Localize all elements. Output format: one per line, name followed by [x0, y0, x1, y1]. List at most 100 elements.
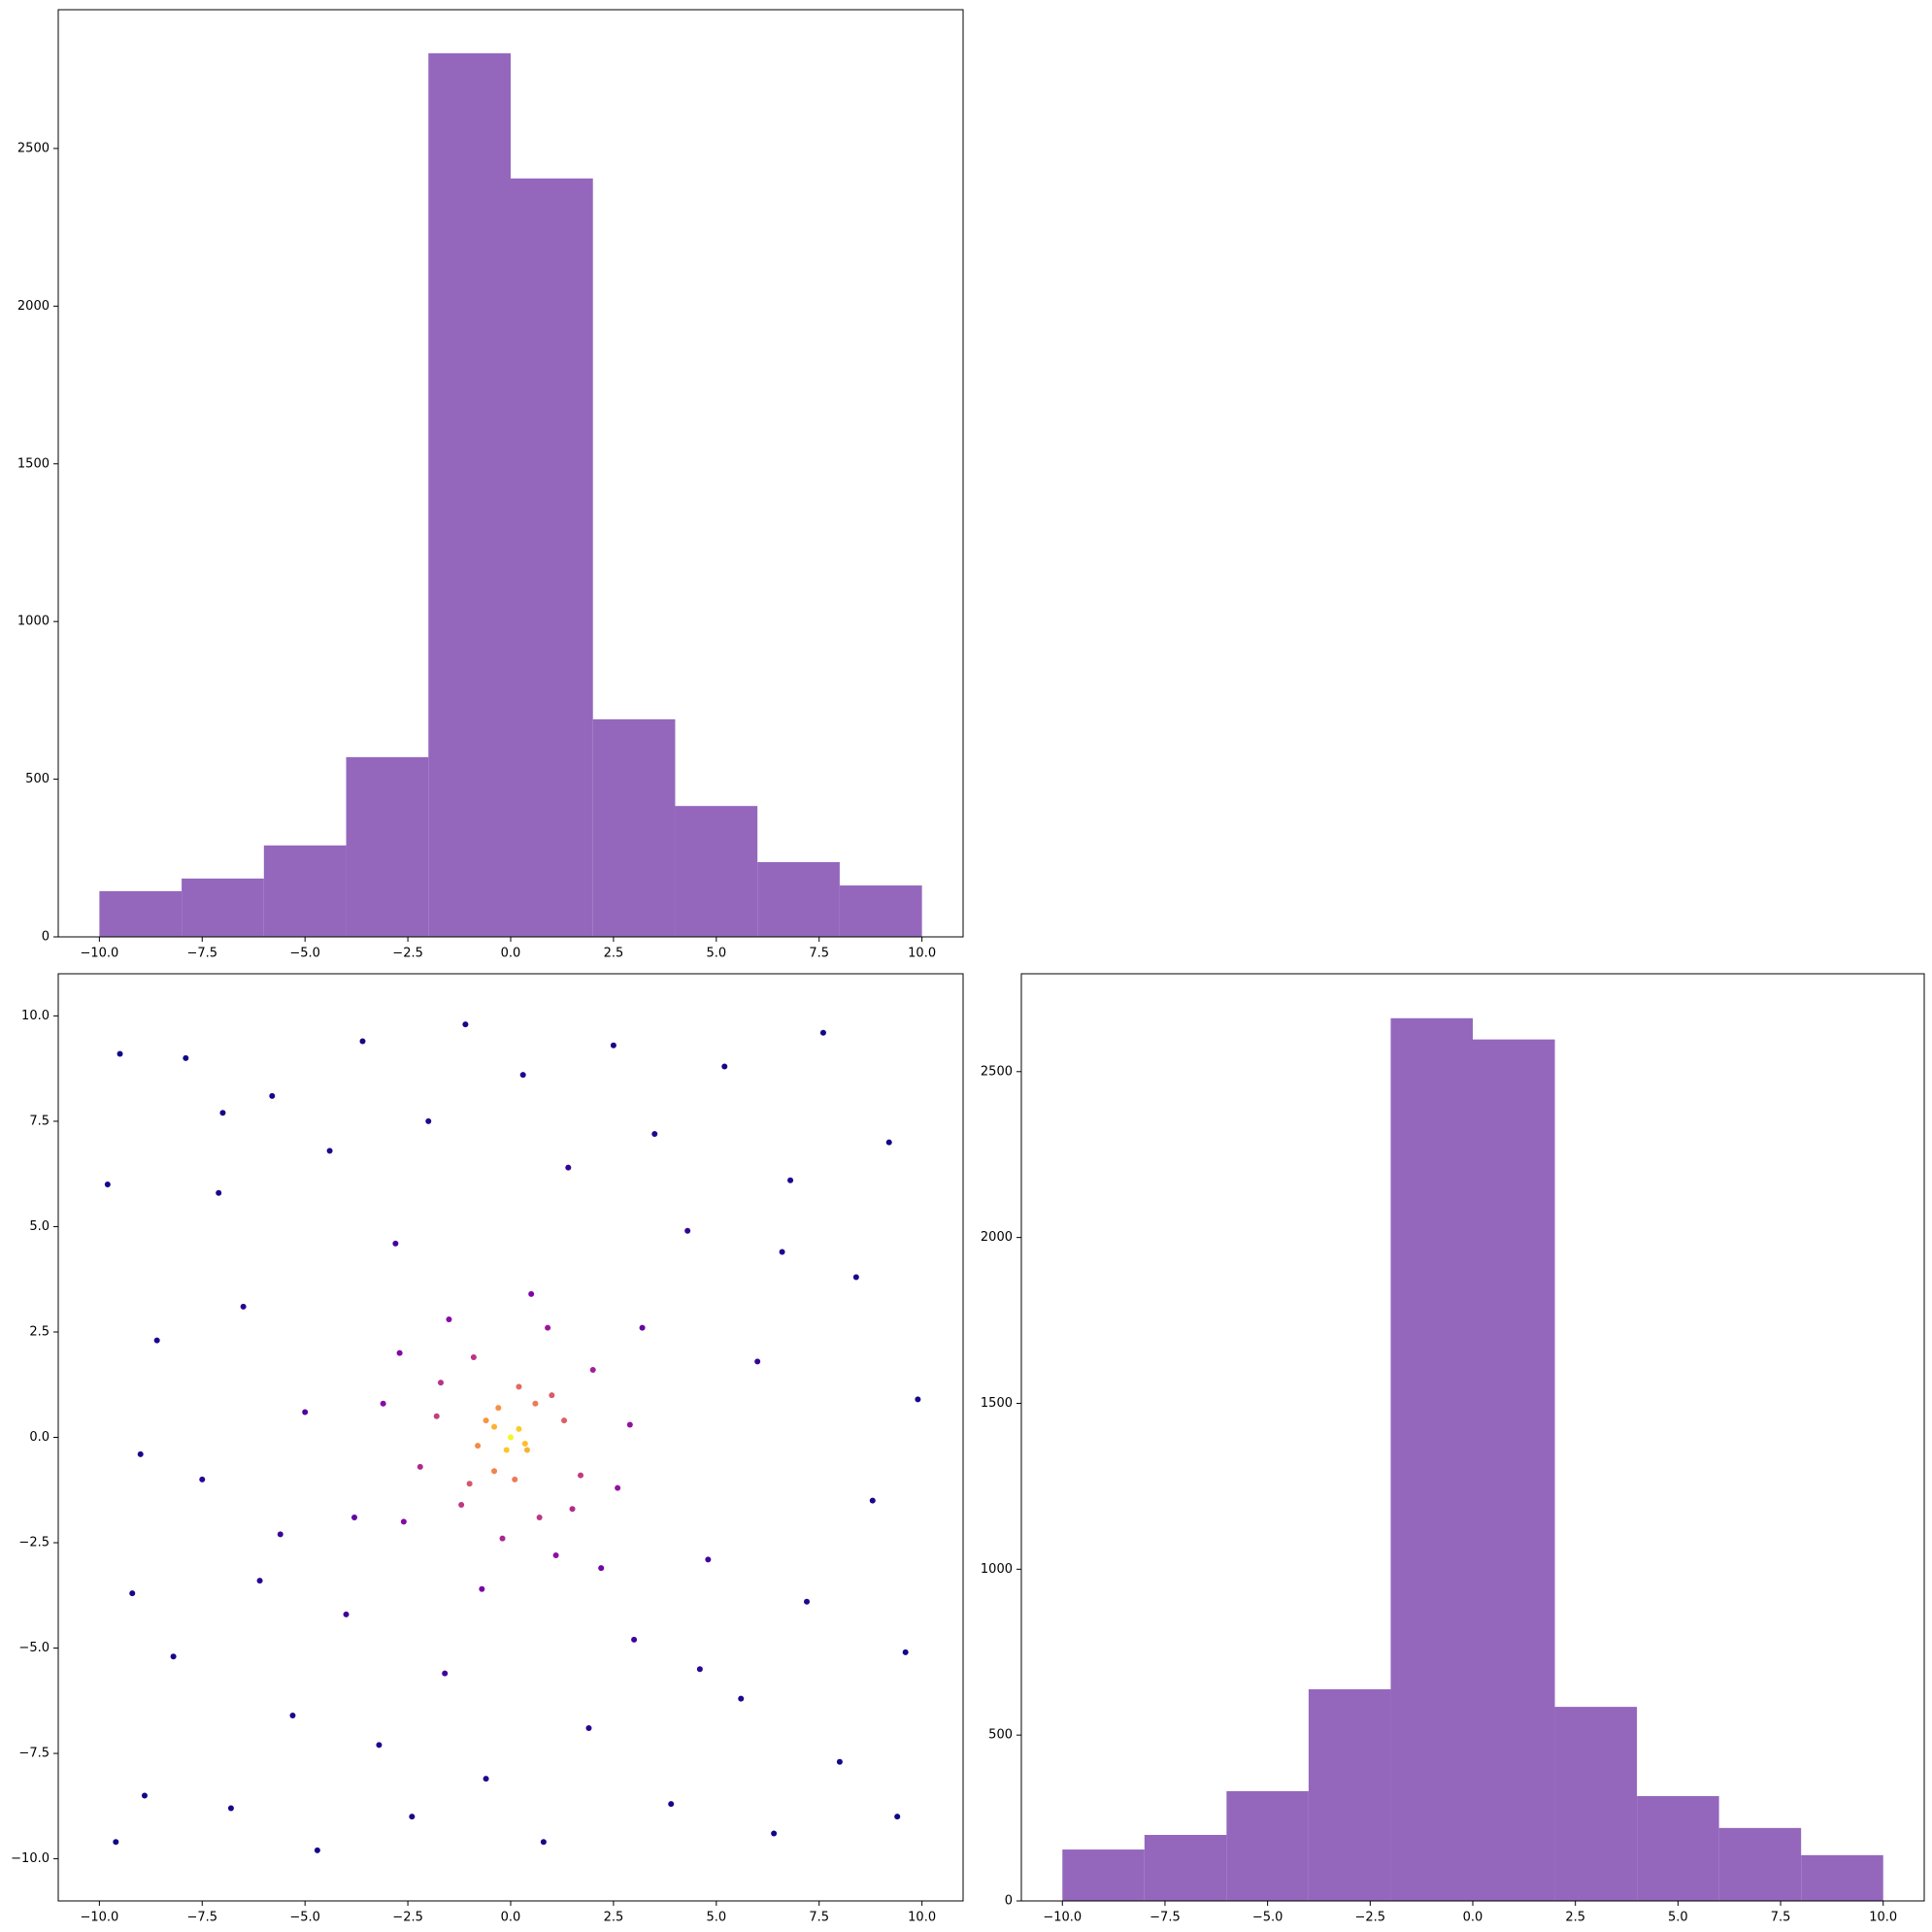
x-tick-label: −7.5	[1149, 1911, 1181, 1925]
point	[183, 1054, 189, 1061]
y-tick-label: 500	[25, 772, 50, 786]
x-tick-label: 10.0	[1869, 1911, 1897, 1925]
x-tick-label: −10.0	[80, 1911, 118, 1925]
point	[396, 1349, 403, 1356]
point	[519, 1072, 526, 1079]
y-tick-label: 2.5	[29, 1324, 50, 1339]
point	[479, 1585, 485, 1592]
point	[639, 1324, 646, 1331]
point	[326, 1148, 333, 1154]
x-tick-label: 2.5	[604, 947, 624, 961]
point	[902, 1649, 909, 1655]
bar	[263, 845, 347, 937]
point	[787, 1177, 794, 1183]
point	[256, 1578, 263, 1584]
point	[561, 1417, 568, 1424]
point	[240, 1303, 247, 1310]
point	[227, 1805, 234, 1812]
point	[458, 1501, 465, 1508]
point	[771, 1830, 778, 1837]
bar	[1473, 1039, 1555, 1901]
bar	[99, 890, 183, 937]
x-tick-label: 7.5	[1771, 1911, 1791, 1925]
y-tick-label: 0	[1005, 1894, 1013, 1909]
point	[626, 1421, 633, 1428]
point	[289, 1713, 296, 1718]
y-tick-label: 500	[988, 1728, 1013, 1743]
point	[915, 1396, 921, 1403]
point	[470, 1354, 477, 1361]
point	[433, 1413, 440, 1419]
point	[536, 1514, 543, 1520]
point	[466, 1481, 473, 1487]
point	[569, 1506, 576, 1513]
x-tick-label: 7.5	[809, 1911, 829, 1925]
x-tick-label: 5.0	[706, 1911, 726, 1925]
x-tick-label: 7.5	[809, 947, 829, 961]
y-tick-label: 1500	[17, 456, 50, 471]
point	[137, 1450, 144, 1457]
y-tick-label: 1500	[981, 1396, 1013, 1411]
point	[885, 1139, 892, 1146]
point	[446, 1316, 452, 1322]
bar	[592, 718, 676, 937]
point	[113, 1839, 119, 1846]
point	[565, 1164, 572, 1171]
bar	[1718, 1827, 1802, 1901]
bar	[511, 178, 593, 938]
x-tick-label: 5.0	[706, 947, 726, 961]
point	[552, 1552, 559, 1559]
y-tick-label: 5.0	[29, 1219, 50, 1234]
x-tick-label: −5.0	[289, 1911, 320, 1925]
point	[129, 1590, 136, 1597]
y-tick-label: 2000	[981, 1230, 1013, 1245]
point	[585, 1725, 592, 1732]
point	[598, 1565, 605, 1572]
point	[153, 1337, 160, 1344]
bar	[839, 885, 922, 937]
point	[516, 1425, 522, 1432]
bar	[1554, 1707, 1638, 1901]
point	[351, 1514, 358, 1520]
point	[521, 1441, 528, 1448]
point	[400, 1518, 407, 1525]
point	[668, 1801, 675, 1808]
point	[523, 1447, 530, 1453]
y-tick-label: −2.5	[18, 1536, 50, 1550]
point	[589, 1367, 596, 1374]
point	[651, 1130, 658, 1137]
bar	[1308, 1689, 1391, 1901]
point	[376, 1742, 383, 1749]
y-tick-label: 2000	[17, 299, 50, 314]
x-tick-label: −2.5	[392, 1911, 423, 1925]
point	[425, 1117, 432, 1124]
point	[631, 1636, 638, 1643]
x-tick-label: 10.0	[908, 1911, 936, 1925]
point	[483, 1776, 489, 1782]
point	[696, 1666, 703, 1673]
point	[615, 1484, 621, 1491]
point	[684, 1227, 691, 1234]
point	[869, 1497, 876, 1504]
point	[170, 1653, 177, 1660]
x-tick-label: 5.0	[1668, 1911, 1688, 1925]
point	[738, 1695, 745, 1702]
subplot: −10.0 −7.5 −5.0 −2.5 0.0 2.5 5.0 7.5 10.0 0 500 100…	[981, 973, 1925, 1925]
point	[532, 1400, 539, 1407]
point	[754, 1358, 761, 1365]
point	[409, 1814, 416, 1820]
x-tick-label: 2.5	[1565, 1911, 1585, 1925]
point	[549, 1392, 555, 1399]
point	[610, 1042, 616, 1049]
point	[462, 1021, 469, 1028]
bar	[757, 862, 840, 937]
bar	[1801, 1854, 1883, 1901]
point	[314, 1847, 320, 1853]
point	[392, 1240, 399, 1247]
point	[442, 1670, 449, 1677]
point	[804, 1598, 811, 1605]
point	[475, 1443, 482, 1449]
point	[199, 1476, 206, 1482]
point	[141, 1792, 148, 1799]
point	[512, 1476, 518, 1482]
